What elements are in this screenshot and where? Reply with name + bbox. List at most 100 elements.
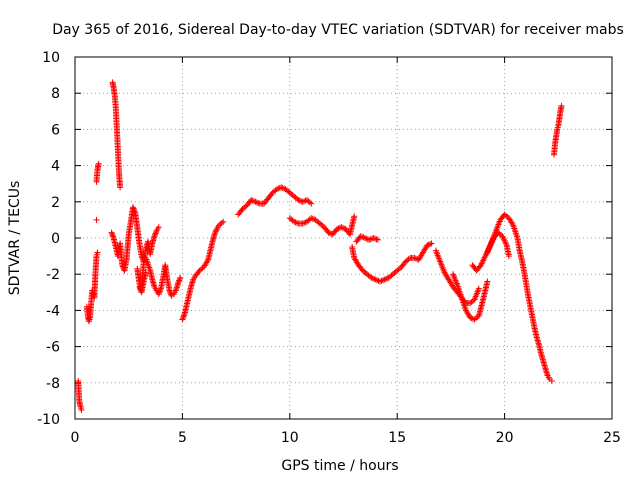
- data-point: [505, 253, 512, 260]
- data-point: [405, 256, 412, 263]
- data-point: [268, 191, 275, 198]
- data-point: [218, 219, 225, 226]
- data-point: [211, 231, 218, 238]
- data-point: [204, 258, 211, 265]
- data-point: [319, 222, 326, 229]
- data-point: [299, 220, 306, 227]
- data-point: [301, 219, 308, 226]
- data-point: [374, 236, 381, 243]
- x-tick-label: 5: [178, 430, 187, 446]
- data-point: [78, 406, 85, 413]
- data-point: [425, 241, 432, 248]
- data-point: [328, 230, 335, 237]
- data-points: [75, 79, 565, 413]
- data-point: [129, 204, 136, 211]
- data-point: [130, 205, 137, 212]
- data-point: [467, 314, 474, 321]
- y-tick-label: -10: [37, 412, 60, 428]
- data-point: [359, 233, 366, 240]
- data-point: [357, 233, 364, 240]
- y-tick-label: 2: [51, 195, 60, 211]
- y-tick-label: 6: [51, 122, 60, 138]
- data-point: [484, 278, 491, 285]
- data-point: [292, 219, 299, 226]
- data-point: [212, 230, 219, 237]
- data-point: [334, 225, 341, 232]
- data-point: [372, 276, 379, 283]
- data-point: [338, 224, 345, 231]
- y-tick-label: 10: [42, 50, 60, 66]
- data-point: [249, 197, 256, 204]
- data-point: [93, 216, 100, 223]
- data-point: [401, 259, 408, 266]
- data-point: [373, 236, 380, 243]
- x-tick-label: 25: [603, 430, 621, 446]
- data-point: [152, 230, 159, 237]
- data-point: [176, 276, 183, 283]
- data-point: [212, 228, 219, 235]
- data-point: [156, 288, 163, 295]
- data-point: [242, 203, 249, 210]
- x-axis-label: GPS time / hours: [281, 458, 398, 474]
- data-point: [175, 278, 182, 285]
- data-point: [279, 184, 286, 191]
- data-point: [378, 277, 385, 284]
- data-point: [179, 316, 186, 323]
- data-point: [509, 220, 516, 227]
- data-point: [325, 229, 332, 236]
- data-point: [166, 287, 173, 294]
- data-point: [295, 196, 302, 203]
- data-point: [308, 200, 315, 207]
- y-tick-label: -6: [46, 340, 60, 356]
- data-point: [335, 225, 342, 232]
- data-point: [278, 184, 285, 191]
- x-tick-label: 0: [71, 430, 80, 446]
- data-point: [181, 312, 188, 319]
- tick-labels: 0 5 10 15 20 25 -10 -8 -6 -4 -2 0 2 4 6 8 10: [37, 50, 621, 446]
- data-point: [248, 196, 255, 203]
- data-point: [273, 186, 280, 193]
- data-point: [397, 265, 404, 272]
- data-point: [470, 315, 477, 322]
- plot-frame: [74, 56, 613, 420]
- y-tick-label: 4: [51, 159, 60, 175]
- data-point: [155, 291, 162, 298]
- data-point: [177, 274, 184, 281]
- data-point: [167, 290, 174, 297]
- data-point: [299, 198, 306, 205]
- data-point: [251, 198, 257, 205]
- data-point: [360, 234, 367, 241]
- data-point: [368, 274, 375, 281]
- data-point: [176, 277, 183, 284]
- y-tick-label: -4: [46, 303, 60, 319]
- data-point: [220, 218, 227, 225]
- data-point: [370, 235, 377, 241]
- data-point: [109, 232, 116, 239]
- y-tick-label: 8: [51, 86, 60, 102]
- chart-title: Day 365 of 2016, Sidereal Day-to-day VTE…: [52, 22, 624, 38]
- data-point: [195, 268, 202, 275]
- data-point: [367, 236, 374, 243]
- data-point: [293, 219, 300, 226]
- data-point: [374, 277, 381, 284]
- data-point: [424, 242, 431, 249]
- data-point: [253, 199, 260, 206]
- y-tick-label: 0: [51, 231, 60, 247]
- data-point: [381, 276, 388, 283]
- data-point: [131, 208, 138, 215]
- grid: [75, 57, 612, 419]
- y-tick-label: -8: [46, 376, 60, 392]
- data-point: [296, 197, 303, 204]
- data-point: [302, 197, 309, 204]
- data-point: [275, 185, 282, 192]
- y-axis-label: SDTVAR / TECUs: [7, 181, 23, 296]
- data-point: [238, 207, 245, 214]
- data-point: [339, 224, 346, 231]
- y-tick-label: -2: [46, 267, 60, 283]
- data-point: [371, 276, 378, 283]
- data-point: [252, 198, 259, 205]
- data-point: [94, 249, 101, 256]
- data-point: [153, 229, 160, 236]
